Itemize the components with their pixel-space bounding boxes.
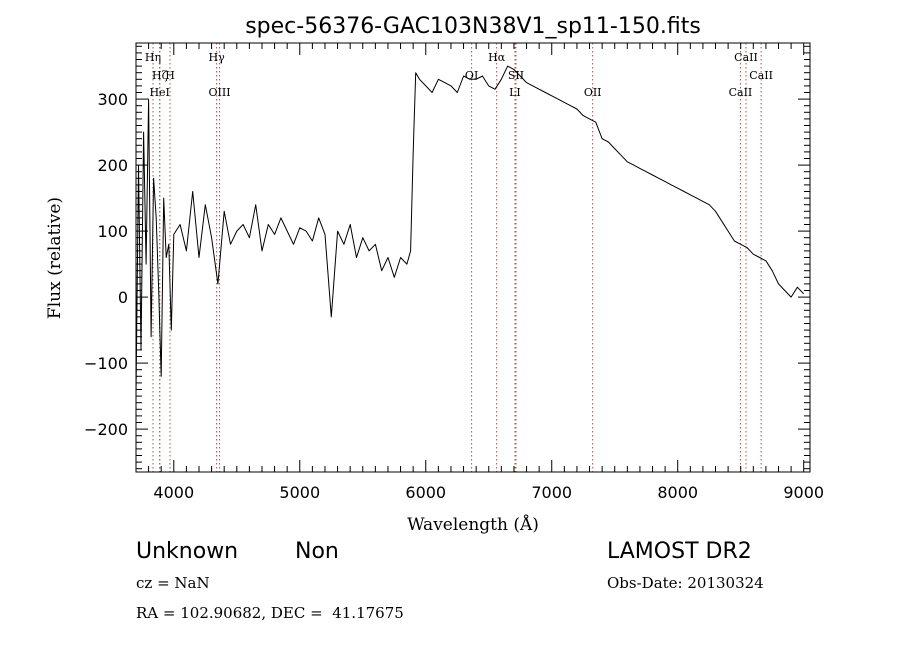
object-class: Unknown <box>136 539 239 564</box>
spectral-line-label: HeI <box>149 86 169 99</box>
y-tick-label: 0 <box>118 288 128 307</box>
x-tick-label: 8000 <box>657 483 698 502</box>
survey-name: LAMOST DR2 <box>607 539 752 564</box>
redshift-line: cz = NaN <box>136 574 210 592</box>
y-tick-label: 100 <box>97 222 128 241</box>
spectral-line-label: OII <box>584 86 602 99</box>
x-tick-label: 4000 <box>153 483 194 502</box>
spectrum-line <box>135 65 805 397</box>
spectral-line-label: Hζ <box>152 69 168 82</box>
spectral-line-label: CaII <box>734 51 758 64</box>
series-layer <box>135 65 805 397</box>
spectral-line-label: H <box>165 69 175 82</box>
spectral-line-label: LI <box>509 86 521 99</box>
plot-frame <box>135 42 811 473</box>
spectral-line-label: CaII <box>729 86 753 99</box>
x-tick-label: 6000 <box>405 483 446 502</box>
coordinates-line: RA = 102.90682, DEC = 41.17675 <box>136 604 404 622</box>
line-marker-layer <box>152 43 762 472</box>
y-tick-label: 200 <box>97 156 128 175</box>
spectral-line-label: Hη <box>145 51 161 64</box>
spectral-line-label: CaII <box>749 69 773 82</box>
axis-ticks <box>135 43 810 472</box>
obs-date-line: Obs-Date: 20130324 <box>607 574 764 592</box>
y-tick-label: −100 <box>84 354 128 373</box>
y-tick-label: −200 <box>84 420 128 439</box>
y-tick-label: 300 <box>97 90 128 109</box>
y-axis-label: Flux (relative) <box>45 197 65 319</box>
axes-frame <box>135 42 811 473</box>
x-axis-label: Wavelength (Å) <box>407 514 539 535</box>
x-tick-label: 5000 <box>279 483 320 502</box>
object-subclass: Non <box>295 539 339 564</box>
chart-title: spec-56376-GAC103N38V1_sp11-150.fits <box>245 14 701 39</box>
spectral-line-label: OI <box>465 69 478 82</box>
x-tick-label: 9000 <box>783 483 824 502</box>
x-tick-label: 7000 <box>531 483 572 502</box>
spectral-line-label: OIII <box>208 86 230 99</box>
chart-text-layer: 4000 5000 6000 7000 8000 9000 −200 −100 0 100 200 3… <box>45 14 824 535</box>
spectral-line-label: Hγ <box>209 51 226 64</box>
spectral-line-label: Hα <box>488 51 506 64</box>
spectral-line-label: SII <box>508 69 524 82</box>
